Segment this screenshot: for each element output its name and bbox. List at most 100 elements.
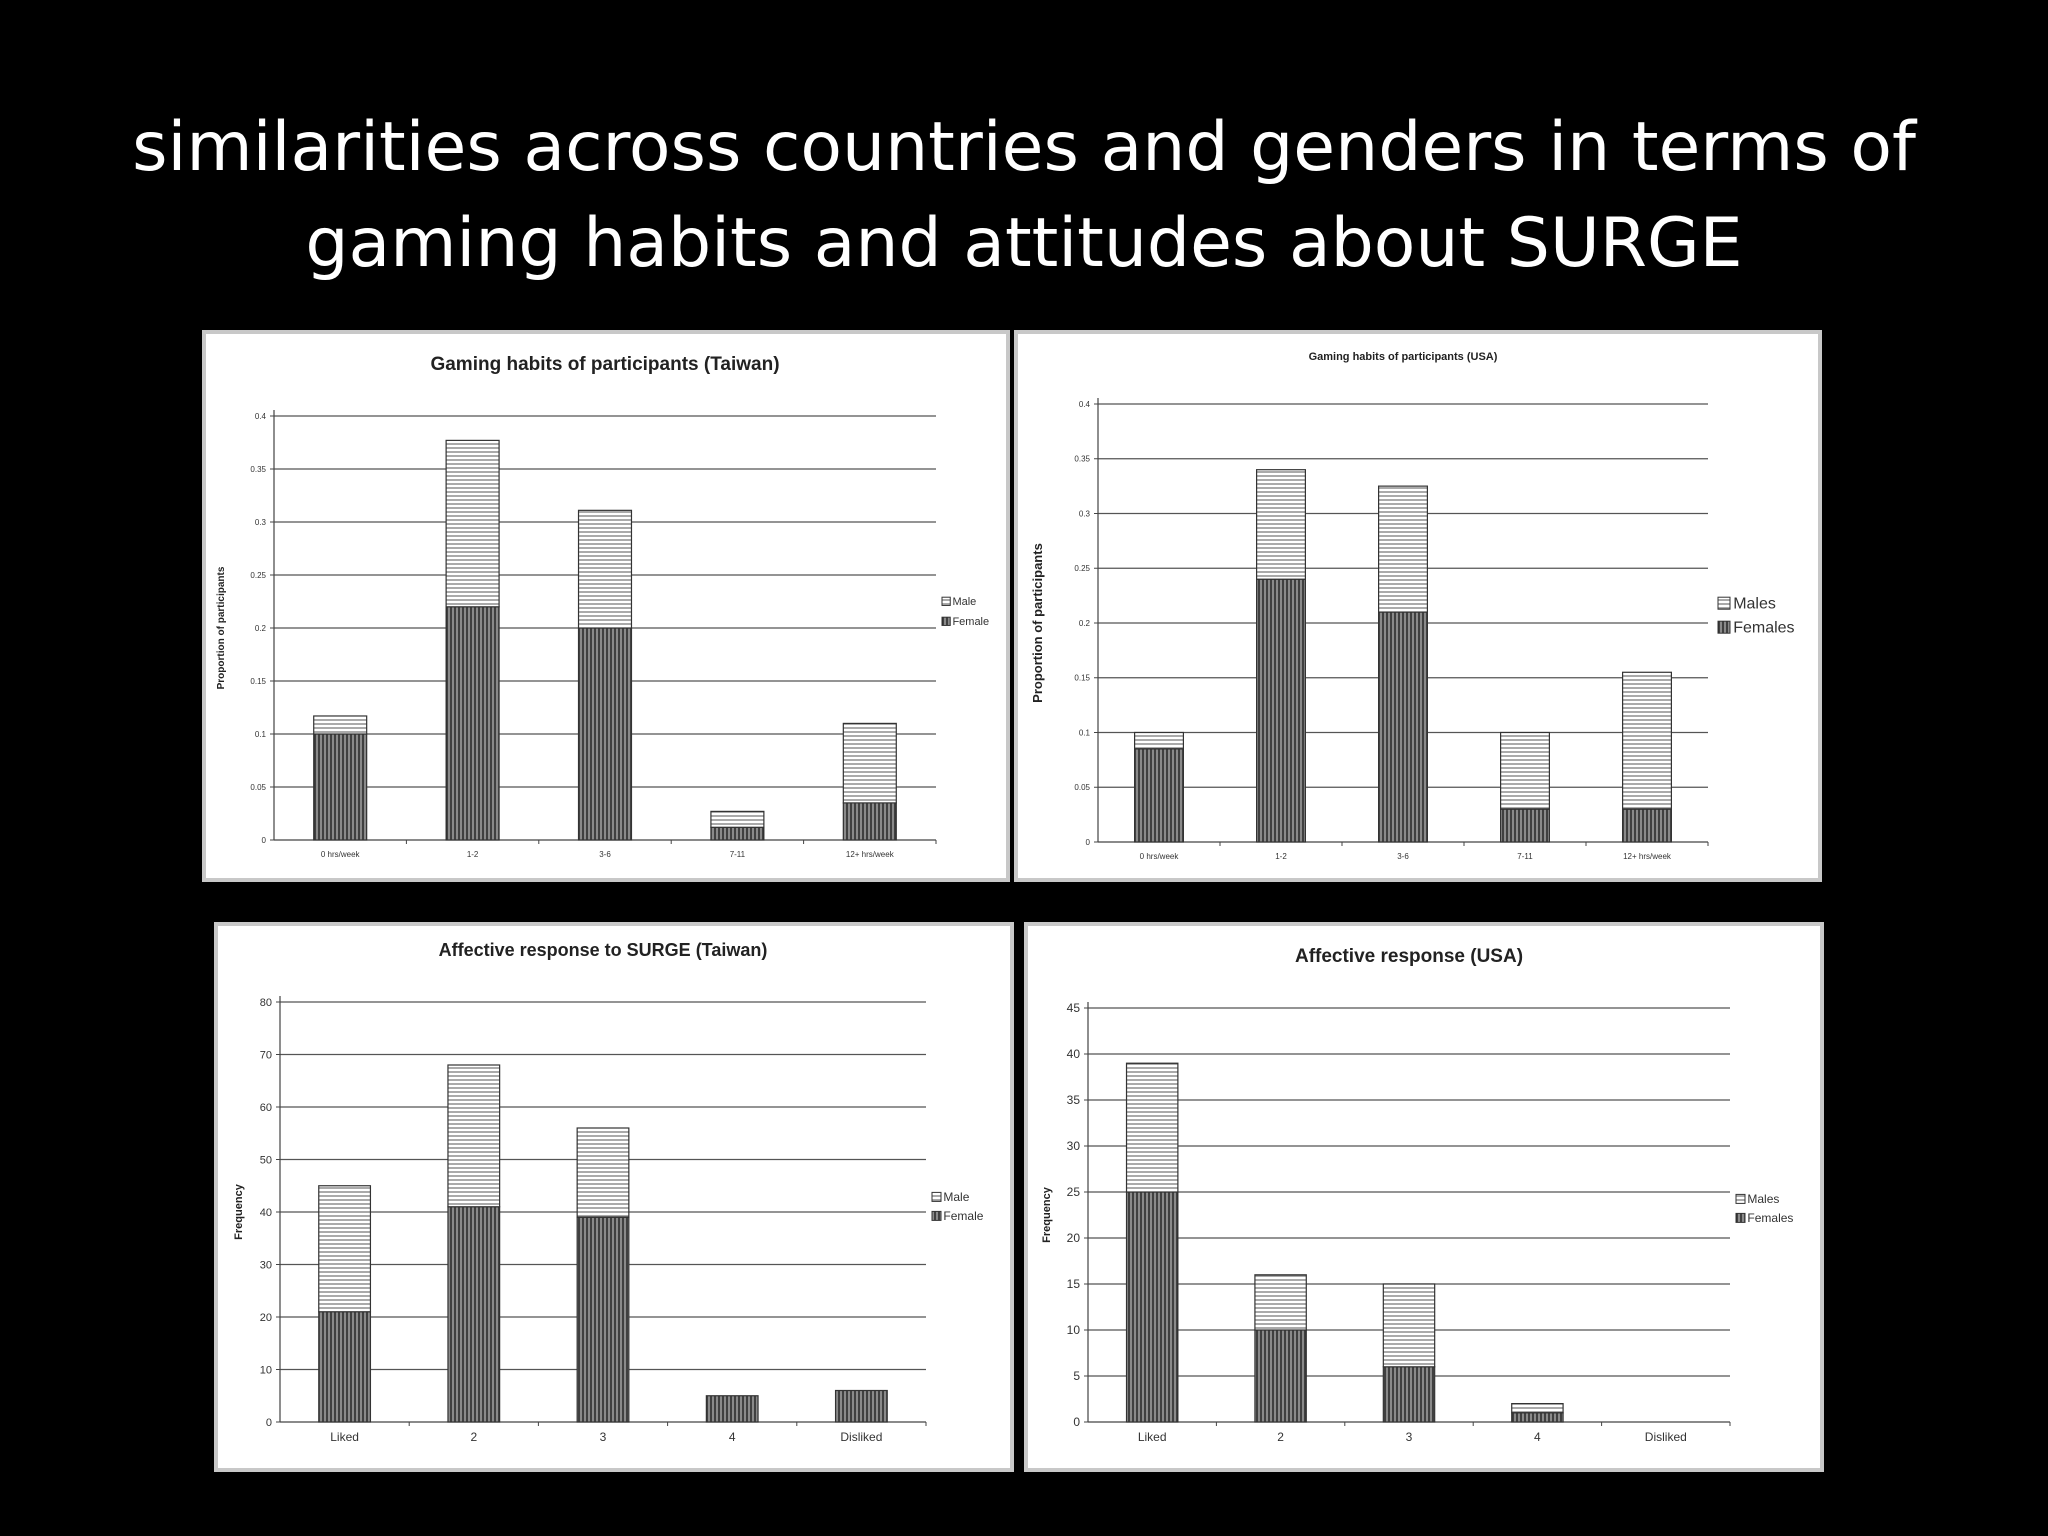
bar-males-3 [1511,1403,1564,1414]
slide-title: similarities across countries and gender… [0,100,2048,292]
chart-panel-taiwan-gaming: Gaming habits of participants (Taiwan) 0 0… [202,330,1010,882]
bar-females-4 [1621,808,1672,843]
chart-panel-taiwan-affective: Affective response to SURGE (Taiwan) 0 10 2… [214,922,1014,1472]
y-axis-label: Frequency [1041,1186,1053,1243]
y-tick-label: 0.4 [1079,400,1091,409]
x-tick-label: 12+ hrs/week [1623,852,1672,861]
y-axis-label: Frequency [233,1183,245,1240]
y-tick-label: 0.3 [1079,509,1091,518]
chart-title: Gaming habits of participants (USA) [1309,351,1498,363]
bar-males-1 [1256,469,1307,580]
bar-females-1 [1254,1329,1307,1423]
y-tick-label: 25 [1067,1185,1081,1199]
y-tick-label: 0.35 [1074,455,1090,464]
bar-male-0 [313,715,368,735]
bar-males-2 [1382,1283,1436,1368]
bar-males-1 [1254,1274,1307,1331]
y-tick-label: 0.25 [1074,564,1090,573]
chart-title: Affective response (USA) [1295,946,1523,967]
y-tick-label: 0.2 [255,624,267,633]
bar-male-2 [576,1127,630,1218]
x-tick-label: 1-2 [1275,852,1287,861]
legend-label-males: Males [1747,1192,1779,1206]
y-tick-label: 0.15 [250,677,266,686]
x-tick-label: 4 [729,1430,736,1444]
x-tick-label: 2 [1277,1430,1284,1444]
bar-males-0 [1125,1062,1179,1193]
bar-female-3 [710,826,765,841]
chart-taiwan-affective: Affective response to SURGE (Taiwan) 0 10 2… [233,940,984,1444]
x-tick-label: 3-6 [599,850,611,859]
y-tick-label: 40 [1067,1047,1081,1061]
bar-females-3 [1500,808,1551,843]
bar-females-1 [1256,578,1307,843]
y-tick-label: 10 [1067,1323,1081,1337]
bar-male-4 [842,722,897,804]
chart-taiwan-gaming: Gaming habits of participants (Taiwan) 0 0… [216,354,989,859]
y-tick-label: 0.25 [250,571,266,580]
x-tick-label: 4 [1534,1430,1541,1444]
y-tick-label: 0.3 [255,518,267,527]
y-tick-label: 70 [260,1049,272,1061]
chart-panel-usa-gaming: Gaming habits of participants (USA) 0 0.05… [1014,330,1822,882]
x-tick-label: Disliked [840,1430,882,1444]
bar-male-1 [445,439,500,608]
x-tick-label: 3-6 [1397,852,1409,861]
bar-females-2 [1382,1366,1436,1423]
y-tick-label: 40 [260,1207,272,1219]
x-tick-label: 0 hrs/week [321,850,361,859]
bar-male-1 [447,1064,501,1208]
x-tick-label: Liked [330,1430,359,1444]
bar-males-3 [1500,731,1551,810]
bar-male-0 [318,1185,372,1313]
y-tick-label: 45 [1067,1001,1081,1015]
chart-panel-usa-affective: Affective response (USA) 0 5 10 15 20 25 30 35 40… [1024,922,1824,1472]
bar-female-0 [318,1311,372,1423]
y-tick-label: 0.35 [250,465,266,474]
bar-females-2 [1378,611,1429,843]
bar-male-2 [577,509,633,629]
legend-swatch-male [931,1191,942,1202]
y-tick-label: 80 [260,997,272,1009]
chart-usa-gaming: Gaming habits of participants (USA) 0 0.05… [1030,351,1795,861]
legend-swatch-female [941,616,951,626]
bar-females-3 [1511,1412,1564,1423]
y-axis-label: Proportion of participants [1030,543,1045,703]
legend-label-female: Female [943,1209,983,1223]
legend-label-females: Females [1747,1211,1793,1225]
x-tick-label: 12+ hrs/week [846,850,895,859]
bar-female-1 [447,1206,501,1423]
bar-males-0 [1133,731,1184,750]
bar-female-1 [445,606,500,841]
y-tick-label: 0 [1073,1415,1080,1429]
y-tick-label: 20 [260,1312,272,1324]
bar-females-0 [1133,748,1184,843]
legend-label-male: Male [943,1190,969,1204]
legend-swatch-females [1735,1212,1746,1223]
legend-label-males: Males [1733,595,1776,612]
y-axis-label: Proportion of participants [216,566,227,689]
legend-swatch-male [941,596,951,606]
y-tick-label: 15 [1067,1277,1081,1291]
chart-usa-affective: Affective response (USA) 0 5 10 15 20 25 30 35 40… [1041,946,1793,1444]
y-tick-label: 60 [260,1102,272,1114]
y-tick-label: 0.05 [1074,783,1090,792]
legend-swatch-female [931,1210,942,1221]
x-tick-label: 7-11 [1517,852,1533,861]
bar-males-2 [1378,485,1429,613]
x-tick-label: 7-11 [730,850,746,859]
bar-female-2 [576,1216,630,1423]
y-tick-label: 0.1 [1079,728,1091,737]
legend-label-females: Females [1733,619,1794,636]
y-tick-label: 35 [1067,1093,1081,1107]
y-tick-label: 0.2 [1079,619,1091,628]
y-tick-label: 0.1 [255,730,267,739]
bar-male-3 [710,810,765,828]
y-tick-label: 0 [266,1417,272,1429]
x-tick-label: 2 [470,1430,477,1444]
chart-title: Gaming habits of participants (Taiwan) [430,354,779,375]
bar-female-3 [705,1395,759,1423]
y-tick-label: 30 [1067,1139,1081,1153]
y-tick-label: 0 [1086,838,1091,847]
x-tick-label: 1-2 [467,850,479,859]
